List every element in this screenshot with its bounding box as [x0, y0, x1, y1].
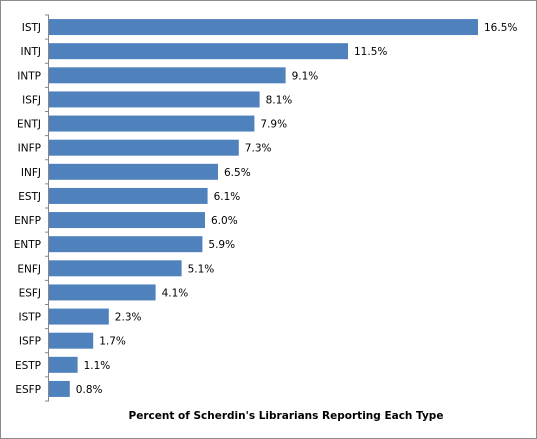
- bar-entj: [49, 115, 255, 132]
- data-label-enfp: 6.0%: [211, 215, 238, 227]
- bar-istp: [49, 308, 109, 325]
- data-label-isfj: 8.1%: [266, 94, 293, 106]
- bar-infj: [49, 163, 218, 180]
- x-axis-title: Percent of Scherdin's Librarians Reporti…: [129, 410, 444, 422]
- data-label-entp: 5.9%: [208, 239, 235, 251]
- bar-isfj: [49, 91, 260, 108]
- y-tick-label-entj: ENTJ: [17, 119, 41, 131]
- data-label-estj: 6.1%: [214, 191, 241, 203]
- bar-esfp: [49, 380, 70, 397]
- data-label-esfp: 0.8%: [76, 384, 103, 396]
- bar-enfj: [49, 260, 182, 277]
- data-label-istp: 2.3%: [115, 312, 142, 324]
- y-tick-label-infj: INFJ: [21, 167, 41, 179]
- data-label-enfj: 5.1%: [188, 263, 215, 275]
- bar-entp: [49, 236, 203, 253]
- bar-estp: [49, 356, 78, 373]
- data-label-isfp: 1.7%: [99, 336, 126, 348]
- bar-estj: [49, 187, 208, 204]
- data-label-estp: 1.1%: [84, 360, 111, 372]
- bar-infp: [49, 139, 239, 156]
- data-label-intj: 11.5%: [354, 46, 387, 58]
- y-tick-label-esfp: ESFP: [15, 384, 41, 396]
- data-label-esfj: 4.1%: [162, 287, 189, 299]
- bar-istj: [49, 19, 478, 36]
- y-tick-label-intj: INTJ: [21, 46, 41, 58]
- bar-isfp: [49, 332, 94, 349]
- data-label-infj: 6.5%: [224, 167, 251, 179]
- bar-intp: [49, 67, 286, 84]
- bar-esfj: [49, 284, 156, 301]
- y-tick-label-estj: ESTJ: [18, 191, 41, 203]
- ticks-layer: ISTJ INTJ INTP ISFJ ENTJ INFP INFJ ESTJ ENFP ENTP…: [14, 14, 49, 402]
- y-tick-label-infp: INFP: [18, 143, 41, 155]
- bar-intj: [49, 43, 348, 60]
- y-tick-label-entp: ENTP: [14, 239, 41, 251]
- y-tick-label-esfj: ESFJ: [19, 287, 41, 299]
- y-tick-label-isfj: ISFJ: [22, 94, 41, 106]
- data-label-istj: 16.5%: [484, 22, 517, 34]
- labels-layer: 16.5% 11.5% 9.1% 8.1% 7.9% 7.3% 6.5% 6.1% 6.0% 5.…: [76, 22, 518, 396]
- y-tick-label-estp: ESTP: [15, 360, 41, 372]
- y-tick-label-intp: INTP: [17, 70, 41, 82]
- bars-layer: [49, 19, 478, 397]
- y-tick-label-enfp: ENFP: [14, 215, 41, 227]
- y-tick-label-istp: ISTP: [18, 312, 41, 324]
- bar-enfp: [49, 212, 205, 229]
- data-label-infp: 7.3%: [245, 143, 272, 155]
- y-tick-label-enfj: ENFJ: [17, 263, 41, 275]
- data-label-intp: 9.1%: [292, 70, 319, 82]
- y-tick-label-istj: ISTJ: [22, 22, 41, 34]
- y-tick-label-isfp: ISFP: [19, 336, 41, 348]
- data-label-entj: 7.9%: [260, 119, 287, 131]
